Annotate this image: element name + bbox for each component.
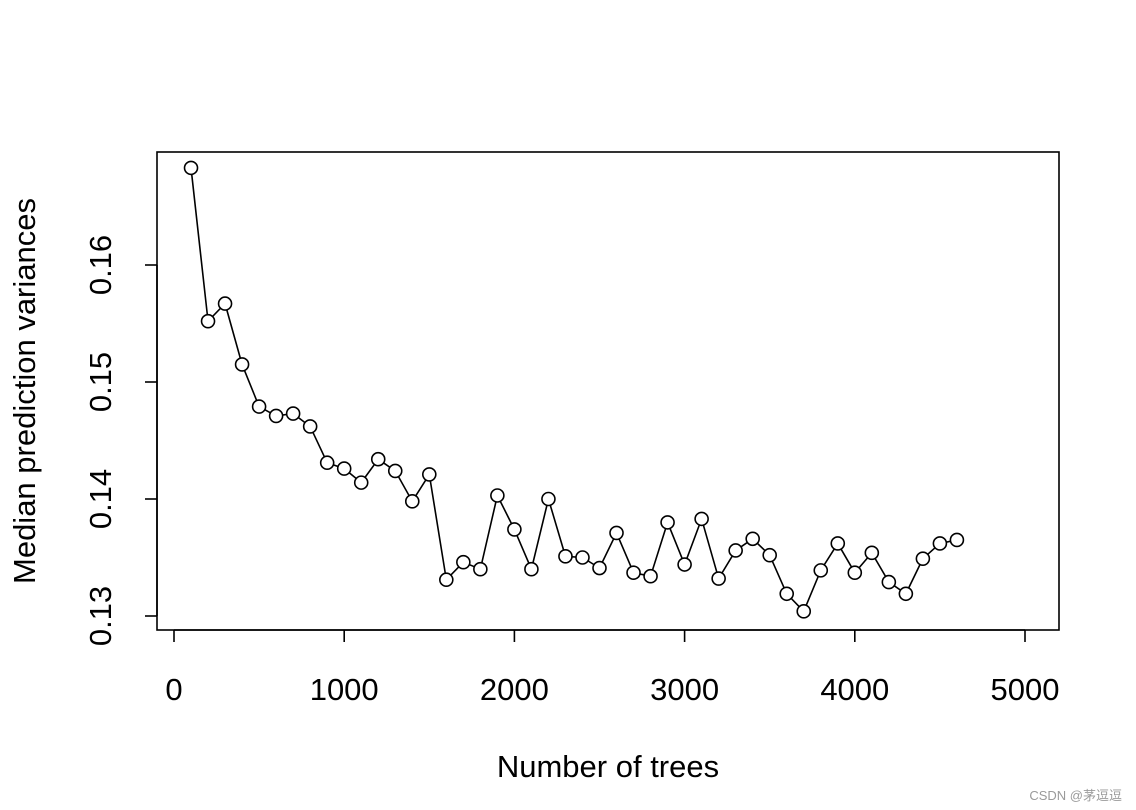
data-point: [421, 467, 437, 482]
data-point: [507, 522, 522, 537]
x-tick-label: 3000: [650, 672, 719, 707]
data-point: [643, 568, 658, 584]
data-point: [864, 545, 880, 561]
x-tick-label: 0: [165, 672, 182, 707]
y-tick-label: 0.13: [83, 586, 118, 646]
data-point: [456, 554, 471, 570]
data-point: [490, 488, 505, 503]
data-point: [575, 550, 590, 565]
x-tick-label: 1000: [310, 672, 379, 707]
data-point: [319, 455, 335, 471]
watermark: CSDN @茅逗逗: [1029, 788, 1122, 803]
x-tick-label: 2000: [480, 672, 549, 707]
data-points: [183, 160, 965, 619]
data-point: [524, 561, 539, 577]
data-point: [796, 604, 812, 619]
data-point: [830, 536, 846, 551]
data-point: [949, 532, 965, 548]
data-point: [660, 515, 675, 530]
data-point: [558, 549, 573, 564]
data-point: [592, 560, 607, 576]
series-line: [190, 167, 958, 613]
data-point: [404, 494, 420, 509]
series-polyline: [190, 167, 958, 613]
data-point: [915, 551, 931, 566]
data-point: [541, 491, 556, 507]
x-tick-label: 4000: [820, 672, 889, 707]
y-axis-title: Median prediction variances: [7, 198, 42, 584]
x-axis-title: Number of trees: [497, 749, 719, 784]
data-point: [336, 461, 352, 476]
data-point: [626, 565, 641, 581]
data-point: [847, 565, 863, 581]
data-point: [932, 536, 948, 551]
data-point: [439, 572, 454, 588]
y-axis: 0.13 0.14 0.15 0.16: [83, 235, 158, 646]
data-point: [353, 475, 369, 490]
data-point: [200, 313, 216, 329]
data-point: [694, 511, 709, 527]
data-point: [609, 525, 624, 541]
data-point: [370, 451, 386, 467]
data-point: [268, 408, 284, 424]
x-axis: 0 1000 2000 3000 4000 5000: [165, 629, 1060, 707]
data-point: [251, 399, 267, 414]
data-point: [677, 557, 692, 572]
data-point: [183, 160, 199, 176]
data-point: [881, 574, 897, 590]
data-point: [217, 296, 233, 311]
data-point: [285, 406, 301, 421]
data-point: [762, 547, 778, 563]
data-point: [387, 463, 403, 479]
data-point: [711, 571, 726, 586]
y-tick-label: 0.16: [83, 235, 118, 295]
y-tick-label: 0.15: [83, 352, 118, 412]
data-point: [745, 531, 760, 547]
x-tick-label: 5000: [991, 672, 1060, 707]
data-point: [779, 586, 795, 602]
data-point: [728, 543, 743, 558]
data-point: [302, 419, 318, 434]
data-point: [813, 563, 829, 578]
data-point: [234, 357, 250, 372]
data-point: [898, 586, 914, 602]
y-tick-label: 0.14: [83, 469, 118, 529]
data-point: [473, 561, 488, 577]
